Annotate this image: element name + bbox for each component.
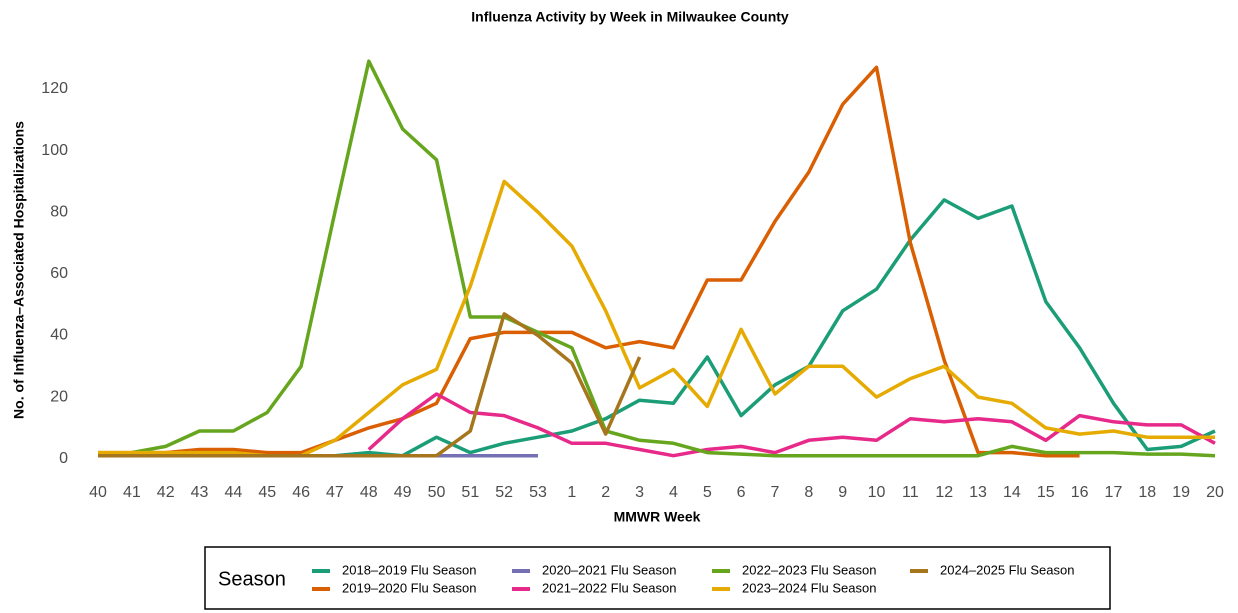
x-tick-label: 46 bbox=[292, 484, 310, 501]
x-tick-label: 48 bbox=[360, 484, 378, 501]
x-tick-label: 18 bbox=[1138, 484, 1156, 501]
x-tick-label: 8 bbox=[804, 484, 813, 501]
x-tick-label: 53 bbox=[529, 484, 547, 501]
x-tick-label: 9 bbox=[838, 484, 847, 501]
legend-label: 2022–2023 Flu Season bbox=[742, 562, 876, 577]
x-tick-label: 5 bbox=[703, 484, 712, 501]
x-tick-label: 4 bbox=[669, 484, 678, 501]
x-tick-label: 47 bbox=[326, 484, 344, 501]
legend-box bbox=[204, 546, 1111, 610]
x-tick-label: 41 bbox=[123, 484, 141, 501]
x-tick-label: 16 bbox=[1071, 484, 1089, 501]
x-tick-label: 42 bbox=[157, 484, 175, 501]
x-tick-label: 3 bbox=[635, 484, 644, 501]
y-tick-label: 60 bbox=[50, 265, 68, 282]
x-tick-label: 12 bbox=[935, 484, 953, 501]
x-tick-label: 7 bbox=[771, 484, 780, 501]
y-tick-label: 120 bbox=[41, 80, 68, 97]
x-tick-label: 19 bbox=[1172, 484, 1190, 501]
series-line bbox=[98, 198, 1216, 458]
x-tick-label: 1 bbox=[567, 484, 576, 501]
legend-label: 2020–2021 Flu Season bbox=[542, 562, 676, 577]
series-line bbox=[97, 59, 1216, 458]
x-axis-title: MMWR Week bbox=[614, 509, 701, 525]
x-tick-label: 14 bbox=[1003, 484, 1021, 501]
series-line bbox=[98, 65, 1080, 458]
x-tick-label: 10 bbox=[868, 484, 886, 501]
x-tick-label: 52 bbox=[495, 484, 513, 501]
chart-title: Influenza Activity by Week in Milwaukee … bbox=[471, 9, 789, 25]
y-tick-label: 40 bbox=[50, 327, 68, 344]
x-tick-label: 15 bbox=[1037, 484, 1055, 501]
x-tick-label: 17 bbox=[1105, 484, 1123, 501]
x-tick-label: 2 bbox=[601, 484, 610, 501]
x-tick-label: 6 bbox=[737, 484, 746, 501]
series-line bbox=[98, 312, 642, 458]
series-line bbox=[367, 392, 1216, 458]
x-tick-label: 51 bbox=[461, 484, 479, 501]
legend-label: 2024–2025 Flu Season bbox=[940, 562, 1074, 577]
x-tick-label: 50 bbox=[428, 484, 446, 501]
y-tick-label: 0 bbox=[59, 450, 68, 467]
x-tick-label: 40 bbox=[89, 484, 107, 501]
y-tick-label: 80 bbox=[50, 203, 68, 220]
x-tick-label: 44 bbox=[224, 484, 242, 501]
legend-title: Season bbox=[218, 568, 286, 590]
legend-label: 2018–2019 Flu Season bbox=[342, 562, 476, 577]
x-tick-label: 20 bbox=[1206, 484, 1224, 501]
y-tick-label: 100 bbox=[41, 142, 68, 159]
x-tick-label: 11 bbox=[902, 484, 919, 501]
legend-label: 2021–2022 Flu Season bbox=[542, 580, 676, 595]
legend-label: 2019–2020 Flu Season bbox=[342, 580, 476, 595]
x-tick-label: 45 bbox=[258, 484, 276, 501]
x-tick-label: 13 bbox=[969, 484, 987, 501]
y-tick-label: 20 bbox=[50, 388, 68, 405]
x-tick-label: 49 bbox=[394, 484, 412, 501]
x-tick-label: 43 bbox=[191, 484, 209, 501]
y-axis-title: No. of Influenza–Associated Hospitalizat… bbox=[11, 121, 27, 419]
legend-label: 2023–2024 Flu Season bbox=[742, 580, 876, 595]
